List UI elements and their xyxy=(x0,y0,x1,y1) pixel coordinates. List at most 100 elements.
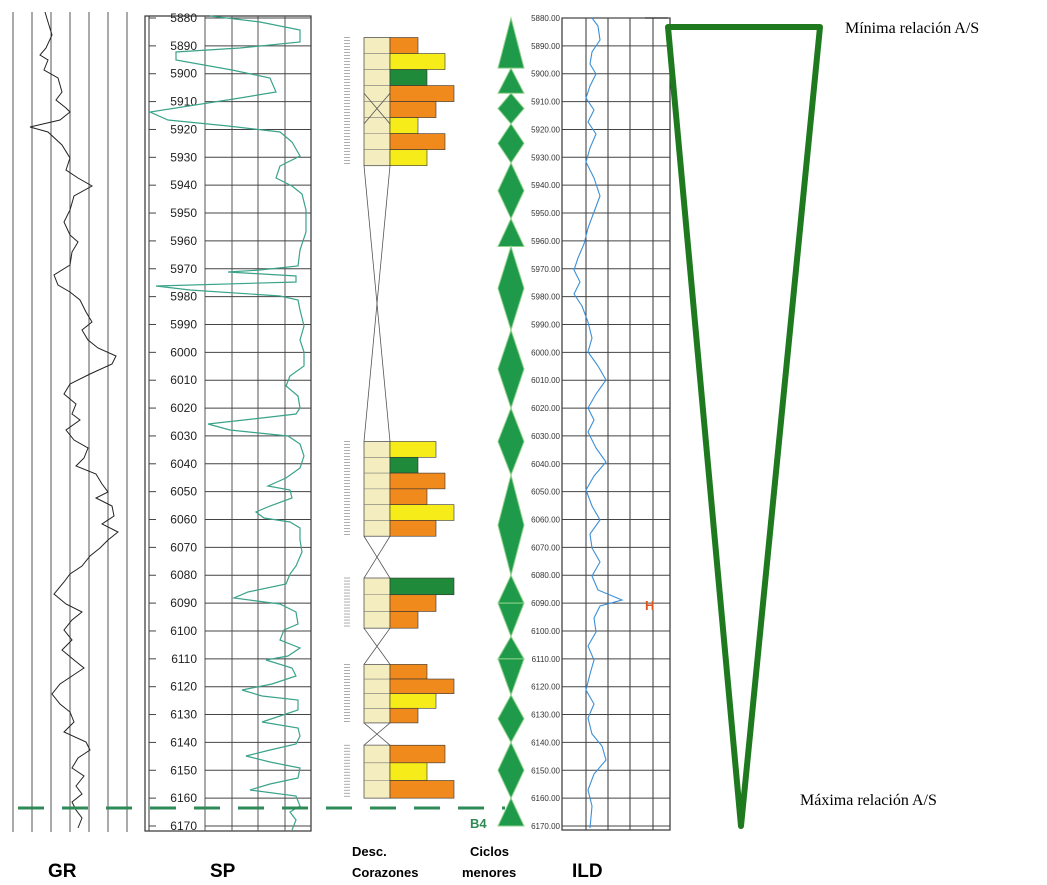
core-grain-size-bar xyxy=(389,85,455,102)
ild-depth-tick-label: 5940.00 xyxy=(531,181,560,190)
sp-depth-ticks: 5880589059005910592059305940595059605970… xyxy=(170,11,197,833)
sp-track-label: SP xyxy=(210,861,236,882)
minor-cycle-shape xyxy=(497,602,525,638)
b4-marker: B4 xyxy=(18,806,505,831)
minor-cycle-shape xyxy=(497,472,525,578)
ild-depth-grid xyxy=(562,17,670,827)
sp-depth-tick-label: 6060 xyxy=(170,513,197,527)
ild-depth-tick-label: 6090.00 xyxy=(531,599,560,608)
b4-label: B4 xyxy=(470,816,487,831)
core-grain-size-bars xyxy=(389,37,455,799)
core-grain-size-bar xyxy=(389,133,446,150)
core-grain-size-bar xyxy=(389,762,428,781)
sp-depth-tick-label: 6170 xyxy=(170,819,197,833)
sp-depth-tick-label: 5960 xyxy=(170,234,197,248)
sp-depth-tick-label: 6040 xyxy=(170,457,197,471)
ild-depth-tick-label: 5930.00 xyxy=(531,153,560,162)
ild-depth-tick-label: 6030.00 xyxy=(531,432,560,441)
sp-depth-tick-label: 6090 xyxy=(170,596,197,610)
core-gap-line xyxy=(363,536,391,579)
minor-cycle-shape xyxy=(497,92,525,125)
minor-cycle-shape xyxy=(497,16,525,69)
core-grain-size-bar xyxy=(389,53,446,70)
ild-depth-tick-label: 6160.00 xyxy=(531,794,560,803)
core-grain-size-bar xyxy=(389,37,419,54)
cores-track-label-line2: Corazones xyxy=(352,865,418,880)
core-columns xyxy=(344,37,391,799)
ild-depth-tick-label: 5920.00 xyxy=(531,125,560,134)
ild-depth-tick-label: 6000.00 xyxy=(531,348,560,357)
core-grain-size-bar xyxy=(389,504,455,521)
cycles-track-label-line1: Ciclos xyxy=(470,844,509,859)
minor-cycle-shape xyxy=(497,741,525,800)
sp-depth-tick-label: 5930 xyxy=(170,150,197,164)
ild-depth-tick-label: 6170.00 xyxy=(531,822,560,831)
core-grain-size-bar xyxy=(389,520,437,537)
ild-depth-ticks: 5880.00 5890.00 5900.00 5910.00 5920.00 5930.… xyxy=(531,14,560,831)
ild-frame xyxy=(561,17,671,831)
sp-depth-tick-label: 6030 xyxy=(170,429,197,443)
core-grain-size-bar xyxy=(389,488,428,505)
h-marker-label: H xyxy=(645,598,654,613)
core-grain-size-bar xyxy=(389,678,455,694)
core-grain-size-bar xyxy=(389,611,419,629)
ild-track-label: ILD xyxy=(572,861,603,882)
minor-cycles-track xyxy=(497,16,525,827)
ild-depth-tick-label: 6100.00 xyxy=(531,627,560,636)
core-grain-size-bar xyxy=(389,472,446,490)
ild-depth-tick-label: 6050.00 xyxy=(531,488,560,497)
minor-cycle-shape xyxy=(497,658,525,697)
ild-depth-tick-label: 6080.00 xyxy=(531,571,560,580)
ild-depth-tick-label: 5950.00 xyxy=(531,209,560,218)
sp-depth-tick-label: 5990 xyxy=(170,317,197,331)
core-grain-size-bar xyxy=(389,149,428,166)
ild-depth-tick-label: 6130.00 xyxy=(531,711,560,720)
sp-depth-tick-label: 6100 xyxy=(170,624,197,638)
sp-depth-tick-label: 5920 xyxy=(170,122,197,136)
minor-cycle-shape xyxy=(497,694,525,744)
ild-depth-tick-label: 6060.00 xyxy=(531,516,560,525)
sp-depth-tick-label: 6120 xyxy=(170,680,197,694)
sp-depth-tick-label: 5900 xyxy=(170,67,197,81)
ild-depth-tick-label: 5990.00 xyxy=(531,320,560,329)
ild-depth-tick-label: 6010.00 xyxy=(531,376,560,385)
core-grain-size-bar xyxy=(389,101,437,118)
core-gap-line xyxy=(363,92,391,125)
sp-depth-tick-label: 6050 xyxy=(170,485,197,499)
sp-depth-tick-label: 6140 xyxy=(170,735,197,749)
minor-cycle-shape xyxy=(497,406,525,477)
sp-depth-tick-label: 6070 xyxy=(170,540,197,554)
gr-track-label: GR xyxy=(48,861,77,882)
minor-cycle-shape xyxy=(497,67,525,94)
core-gap-line xyxy=(363,165,391,442)
sp-track: 5880589059005910592059305940595059605970… xyxy=(144,11,312,833)
cycles-track-label-line2: menores xyxy=(462,865,516,880)
sp-depth-tick-label: 5980 xyxy=(170,290,197,304)
minor-cycle-shape xyxy=(497,796,525,827)
core-grain-size-bar xyxy=(389,117,419,134)
ild-depth-tick-label: 5980.00 xyxy=(531,293,560,302)
ild-depth-tick-label: 6020.00 xyxy=(531,404,560,413)
ild-depth-tick-label: 5880.00 xyxy=(531,14,560,23)
core-grain-size-bar xyxy=(389,456,419,474)
sp-depth-tick-label: 6020 xyxy=(170,401,197,415)
sp-depth-tick-label: 6010 xyxy=(170,373,197,387)
minor-cycle-shape xyxy=(497,244,525,332)
core-lithology-column xyxy=(363,577,391,629)
core-gap-line xyxy=(363,722,391,746)
core-grain-size-bar xyxy=(389,707,419,724)
ild-depth-tick-label: 6120.00 xyxy=(531,683,560,692)
minor-cycle-shape xyxy=(497,217,525,247)
sp-depth-tick-label: 5890 xyxy=(170,39,197,53)
sp-depth-tick-label: 6150 xyxy=(170,763,197,777)
core-grain-size-bar xyxy=(389,780,455,799)
sp-depth-tick-label: 6000 xyxy=(170,345,197,359)
annotation-max-as: Máxima relación A/S xyxy=(800,792,937,809)
core-grain-size-bar xyxy=(389,577,455,596)
minor-cycle-shape xyxy=(497,574,525,604)
minor-cycle-shape xyxy=(497,161,525,220)
sp-depth-tick-label: 5970 xyxy=(170,262,197,276)
ild-depth-tick-label: 6150.00 xyxy=(531,766,560,775)
sp-depth-tick-label: 6080 xyxy=(170,568,197,582)
